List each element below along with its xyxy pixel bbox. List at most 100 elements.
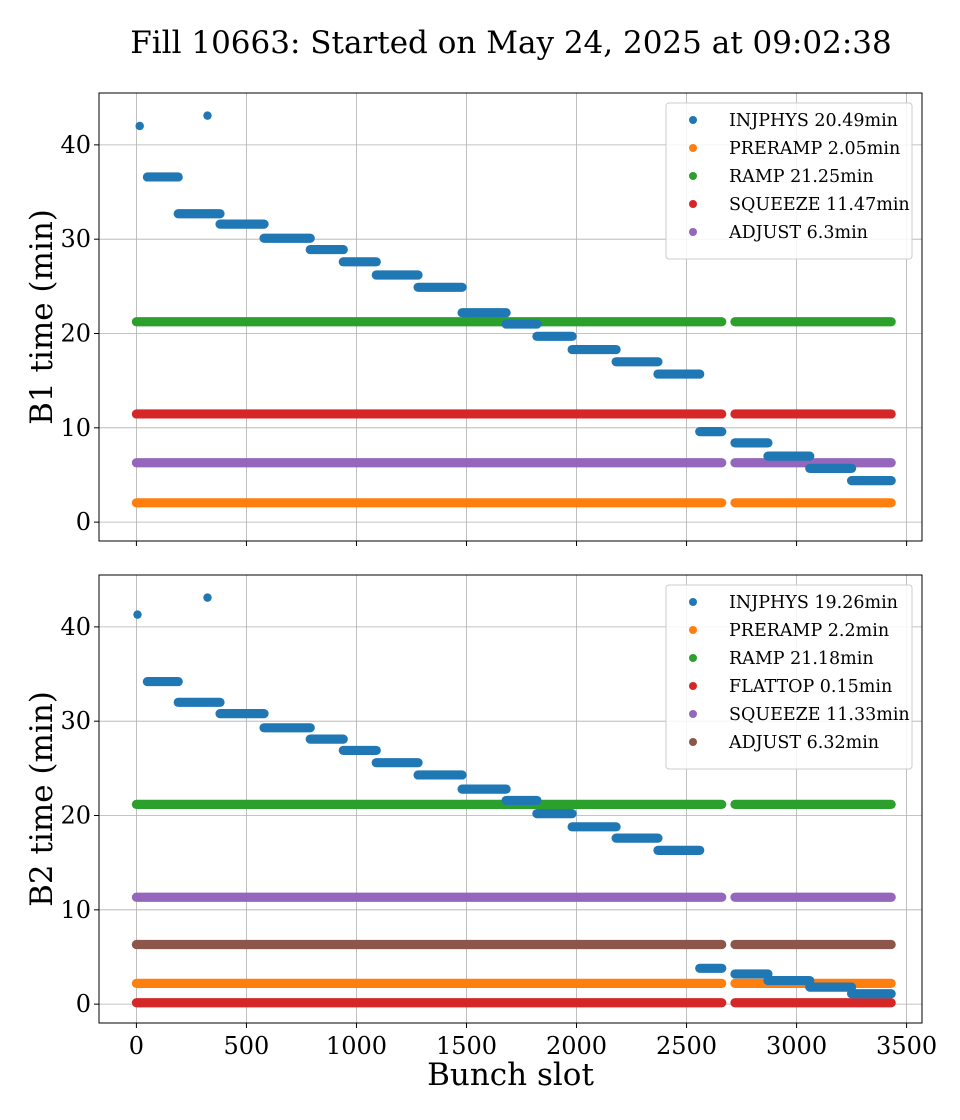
panel-1-series-2-segment-0: [131, 317, 727, 327]
panel-2-series-5-segment-1: [730, 939, 896, 950]
panel-2-axes-frame: [98, 574, 923, 1024]
panel-2-legend-marker-5: [689, 738, 697, 746]
panel-2-y-tick-label-3: 30: [60, 707, 91, 735]
panel-1-y-tick-label-3: 30: [60, 225, 91, 253]
panel-1-series-0-segment-1: [173, 209, 225, 219]
panel-1-series-4-segment-0: [131, 458, 727, 468]
panel-1-series-0-segment-13: [653, 369, 705, 379]
panel-2-series-0-segment-16: [763, 975, 815, 986]
panel-1-legend-marker-3: [689, 200, 697, 208]
panel-2-series-0-segment-3: [259, 723, 315, 733]
panel-1-series-0-segment-16: [763, 451, 815, 461]
panel-1-series-0-segment-15: [730, 438, 773, 448]
panel-2-x-tick-label-6: 3000: [766, 1032, 827, 1060]
panel-1-series-0-point-1: [203, 111, 212, 120]
panel-1-series-0-segment-5: [338, 257, 381, 267]
panel-1-legend-label-2: RAMP 21.25min: [729, 167, 874, 187]
panel-1-series-0-segment-4: [305, 244, 348, 255]
panel-2-series-3: [131, 998, 896, 1008]
panel-2-legend-label-3: FLATTOP 0.15min: [729, 677, 892, 697]
panel-1-series-2-segment-1: [730, 317, 896, 327]
panel-2-series-3-segment-1: [730, 998, 896, 1008]
panel-2-y-axis-label: B2 time (min): [24, 691, 60, 907]
panel-1-series-1-segment-0: [131, 498, 727, 508]
panel-1-series-0-segment-14: [695, 426, 727, 437]
panel-2-legend-label-5: ADJUST 6.32min: [728, 733, 879, 753]
panel-1-series-0-segment-9: [501, 319, 542, 329]
panel-2-series-0-segment-8: [457, 784, 511, 794]
panel-2-legend-label-4: SQUEEZE 11.33min: [729, 705, 910, 725]
panel-1-series-0: [135, 111, 896, 486]
panel-2-series-5: [131, 939, 896, 950]
panel-2-series-5-segment-0: [131, 939, 727, 950]
panel-2-y-tick-label-1: 10: [60, 896, 91, 924]
panel-2-series-0-point-1: [203, 593, 212, 602]
panel-1-legend-label-3: SQUEEZE 11.47min: [729, 195, 910, 215]
panel-1-series-0-segment-18: [846, 476, 896, 486]
panel-2-legend-marker-3: [689, 682, 697, 690]
panel-1-series-2: [131, 317, 896, 327]
panel-1-legend-label-0: INJPHYS 20.49min: [729, 111, 898, 131]
panel-2-series-3-segment-0: [131, 998, 727, 1008]
panel-1-series-0-segment-10: [532, 331, 577, 341]
panel-2-series-0-segment-6: [371, 758, 423, 768]
panel-2-series-0-segment-11: [567, 822, 621, 832]
panel-2-series-0-segment-14: [695, 963, 727, 973]
panel-1-series-3-segment-0: [131, 409, 727, 419]
panel-2-series-4-segment-0: [131, 892, 727, 902]
panel-1-series-0-point-0: [135, 121, 144, 131]
panel-1-legend-marker-2: [689, 172, 697, 180]
panel-1-series-0-segment-0: [142, 172, 183, 182]
panel-2-series-0-segment-15: [730, 969, 773, 979]
panel-1-legend-marker-4: [689, 228, 697, 236]
panel-2-series-0-segment-1: [173, 697, 225, 707]
panel-1-series-0-segment-3: [259, 233, 315, 243]
panel-2-x-tick-label-4: 2000: [546, 1032, 607, 1060]
panel-2-legend-marker-2: [689, 654, 697, 662]
panel-2-x-tick-label-1: 500: [224, 1032, 270, 1060]
panel-2-y-tick-label-2: 20: [60, 802, 91, 830]
panel-1-series-0-segment-17: [805, 463, 857, 473]
panel-1-legend-box: [665, 102, 913, 260]
panel-2-x-tick-label-0: 0: [129, 1032, 144, 1060]
panel-1-series-3: [131, 409, 896, 419]
panel-2-series-4: [131, 892, 896, 902]
panel-1-series-0-segment-6: [371, 270, 423, 280]
panel-2-x-tick-label-7: 3500: [876, 1032, 937, 1060]
panel-2-legend-marker-1: [689, 626, 697, 634]
panel-2-series-0-segment-4: [305, 734, 348, 744]
panel-2-x-axis-label: Bunch slot: [427, 1057, 594, 1093]
panel-2-series-0-segment-17: [805, 982, 857, 992]
panel-1-series-0-segment-11: [567, 344, 621, 355]
panel-1-y-tick-label-1: 10: [60, 414, 91, 442]
panel-2-series-0-segment-18: [846, 989, 896, 999]
panel-2-legend: INJPHYS 19.26min PRERAMP 2.2min RAMP 21.18…: [665, 584, 913, 770]
figure-title: Fill 10663: Started on May 24, 2025 at 0…: [130, 25, 892, 61]
panel-1-axes-frame: [98, 92, 923, 542]
panel-2-series-0-segment-0: [142, 676, 183, 687]
panel-2-series-0-segment-2: [215, 709, 269, 719]
panel-2-series-4-segment-1: [730, 892, 896, 902]
panel-1-y-tick-label-2: 20: [60, 320, 91, 348]
panel-1-y-tick-label-0: 0: [76, 508, 91, 536]
panel-1-series-0-segment-12: [611, 357, 663, 367]
panel-2-series-0-segment-10: [532, 809, 577, 819]
panel-1-legend-marker-0: [689, 116, 697, 124]
panel-2-y-tick-label-4: 40: [60, 613, 91, 641]
panel-2-legend-label-0: INJPHYS 19.26min: [729, 593, 898, 613]
panel-2-x-tick-label-5: 2500: [656, 1032, 717, 1060]
panel-1-legend-label-4: ADJUST 6.3min: [728, 223, 868, 243]
panel-2-x-tick-label-2: 1000: [326, 1032, 387, 1060]
panel-1-legend-marker-1: [689, 144, 697, 152]
panel-2-series-0-segment-7: [413, 770, 467, 780]
panel-2-series-0-segment-5: [338, 745, 381, 756]
panel-1-legend: INJPHYS 20.49min PRERAMP 2.05min RAMP 21.2…: [665, 102, 913, 260]
panel-1-series-0-segment-2: [215, 219, 269, 229]
panel-2-series-0-segment-12: [611, 833, 663, 843]
panel-1-legend-label-1: PRERAMP 2.05min: [729, 139, 900, 159]
panel-2-legend-label-2: RAMP 21.18min: [729, 649, 874, 669]
panel-2-series-2: [131, 799, 896, 809]
panel-2-y-tick-label-0: 0: [76, 990, 91, 1018]
b1-panel: 0 10 20 30 40 B1 time (min) INJPHYS 20.49min PR…: [24, 92, 923, 546]
